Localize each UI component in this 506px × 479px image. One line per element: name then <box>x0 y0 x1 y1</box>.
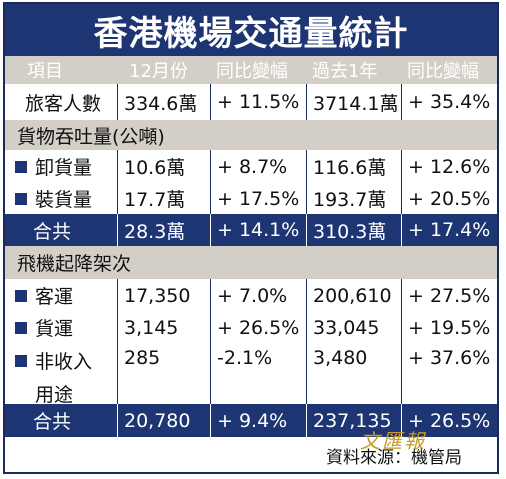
unloaded-row: 卸貨量 10.6萬 + 8.7% 116.6萬 + 12.6% <box>5 150 497 183</box>
watermark-logo: 文匯報 <box>360 429 426 453</box>
dec-value: 3,145 <box>117 312 210 343</box>
year-change: + 35.4% <box>401 84 497 120</box>
year-value: 310.3萬 <box>306 214 401 246</box>
year-value: 3,480 <box>306 343 401 404</box>
year-change: + 17.4% <box>401 214 497 246</box>
bullet-icon <box>15 160 27 173</box>
dec-change: + 7.0% <box>210 279 306 312</box>
dec-change: + 26.5% <box>210 312 306 343</box>
row-label: 合共 <box>33 220 72 243</box>
year-change: + 26.5% <box>401 404 497 437</box>
source-note: 資料來源：機管局 <box>326 448 462 468</box>
dec-value: 17,350 <box>117 279 210 312</box>
dec-change: -2.1% <box>210 343 306 404</box>
row-label: 貨運 <box>5 312 117 343</box>
bullet-icon <box>15 289 27 302</box>
dec-value: 10.6萬 <box>117 150 210 183</box>
section-label: 貨物吞吐量(公噸) <box>17 125 165 148</box>
dec-change: + 8.7% <box>210 150 306 183</box>
row-label-text: 貨運 <box>35 318 74 340</box>
year-value: 116.6萬 <box>306 150 401 183</box>
row-label: 旅客人數 <box>25 92 102 115</box>
row-label-text: 非收入 <box>35 351 93 373</box>
passenger-flights-row: 客運 17,350 + 7.0% 200,610 + 27.5% <box>5 279 497 312</box>
year-change: + 37.6% <box>401 343 497 404</box>
header-year-change: 同比變幅 <box>407 61 479 82</box>
header-year: 過去1年 <box>312 61 378 82</box>
dec-value: 334.6萬 <box>117 84 210 120</box>
row-label-text: 卸貨量 <box>35 157 93 179</box>
cargo-total-row: 合共 28.3萬 + 14.1% 310.3萬 + 17.4% <box>5 214 497 246</box>
year-value: 33,045 <box>306 312 401 343</box>
footer-row <box>5 437 497 472</box>
row-label: 客運 <box>5 279 117 312</box>
year-value: 200,610 <box>306 279 401 312</box>
dec-value: 17.7萬 <box>117 183 210 214</box>
row-label: 非收入 用途 <box>5 343 117 406</box>
dec-change: + 9.4% <box>210 404 306 437</box>
table-title: 香港機場交通量統計 <box>93 13 409 54</box>
row-label-text: 裝貨量 <box>35 189 93 211</box>
cargo-section-row: 貨物吞吐量(公噸) <box>5 120 497 150</box>
non-revenue-flights-row: 非收入 用途 285 -2.1% 3,480 + 37.6% <box>5 343 497 406</box>
dec-value: 285 <box>117 343 210 404</box>
year-value: 193.7萬 <box>306 183 401 214</box>
bullet-icon <box>15 354 27 367</box>
year-change: + 20.5% <box>401 183 497 214</box>
header-dec-change: 同比變幅 <box>216 61 288 82</box>
loaded-row: 裝貨量 17.7萬 + 17.5% 193.7萬 + 20.5% <box>5 183 497 214</box>
row-label: 合共 <box>33 411 72 433</box>
year-change: + 27.5% <box>401 279 497 312</box>
row-label: 裝貨量 <box>5 183 117 214</box>
flights-total-row: 合共 20,780 + 9.4% 237,135 + 26.5% <box>5 404 497 437</box>
row-label: 卸貨量 <box>5 150 117 183</box>
section-label: 飛機起降架次 <box>17 253 132 275</box>
year-change: + 19.5% <box>401 312 497 343</box>
cargo-flights-row: 貨運 3,145 + 26.5% 33,045 + 19.5% <box>5 312 497 343</box>
bullet-icon <box>15 321 27 334</box>
statistics-table: 香港機場交通量統計 項目 12月份 同比變幅 過去1年 同比變幅 旅客人數 33… <box>3 2 499 474</box>
header-dec: 12月份 <box>129 61 188 82</box>
year-value: 237,135 <box>306 404 401 437</box>
passengers-row: 旅客人數 334.6萬 + 11.5% 3714.1萬 + 35.4% <box>5 84 497 120</box>
year-change: + 12.6% <box>401 150 497 183</box>
row-label-text: 客運 <box>35 286 74 308</box>
flights-section-row: 飛機起降架次 <box>5 246 497 279</box>
row-label-text-line2: 用途 <box>35 384 74 406</box>
dec-value: 28.3萬 <box>117 214 210 246</box>
dec-change: + 14.1% <box>210 214 306 246</box>
bullet-icon <box>15 192 27 205</box>
dec-change: + 17.5% <box>210 183 306 214</box>
dec-change: + 11.5% <box>210 84 306 120</box>
title-bar: 香港機場交通量統計 <box>5 4 497 56</box>
dec-value: 20,780 <box>117 404 210 437</box>
header-item: 項目 <box>27 61 63 82</box>
year-value: 3714.1萬 <box>306 84 401 120</box>
header-row: 項目 12月份 同比變幅 過去1年 同比變幅 <box>5 56 497 84</box>
